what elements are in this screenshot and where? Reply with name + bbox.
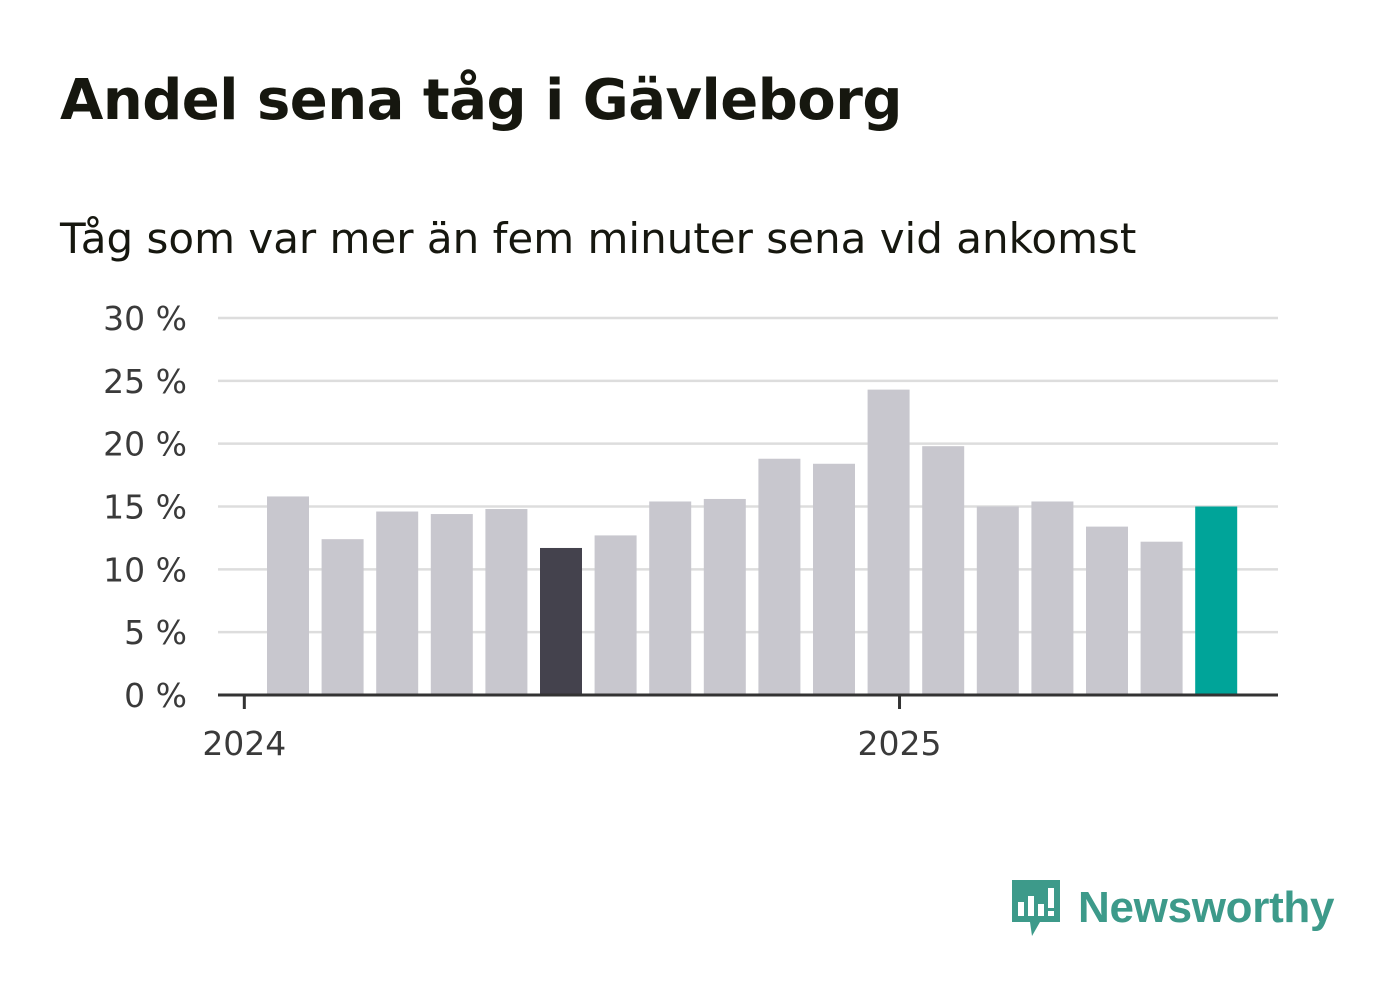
y-tick-label: 15 % xyxy=(103,488,187,527)
bar xyxy=(867,389,910,695)
brand-name: Newsworthy xyxy=(1078,883,1335,932)
bar xyxy=(485,509,528,695)
x-axis: 2024 2025 xyxy=(202,693,1278,763)
y-tick-label: 20 % xyxy=(103,425,187,464)
bar xyxy=(540,547,582,695)
y-tick-label: 30 % xyxy=(103,299,187,338)
bar xyxy=(813,463,855,695)
bar xyxy=(1031,501,1074,695)
bar xyxy=(321,539,364,695)
y-tick-label: 5 % xyxy=(124,613,187,652)
bar xyxy=(976,506,1019,695)
chart-subtitle: Tåg som var mer än fem minuter sena vid … xyxy=(60,214,1137,263)
y-axis-ticks: 0 % 5 % 10 % 15 % 20 % 25 % 30 % xyxy=(103,299,187,715)
chart-title: Andel sena tåg i Gävleborg xyxy=(60,68,902,133)
bar xyxy=(430,514,473,695)
y-tick-label: 0 % xyxy=(124,676,187,715)
bar xyxy=(649,501,692,695)
brand-logo: Newsworthy xyxy=(1010,878,1334,938)
bars xyxy=(267,389,1238,695)
y-tick-label: 10 % xyxy=(103,550,187,589)
bar xyxy=(922,446,965,695)
x-tick-label: 2025 xyxy=(858,724,942,763)
bar xyxy=(1195,506,1238,695)
x-tick-label: 2024 xyxy=(202,724,286,763)
bar xyxy=(758,458,801,695)
bar-chart: 0 % 5 % 10 % 15 % 20 % 25 % 30 % 2024 2025 xyxy=(103,299,1278,763)
bar xyxy=(267,496,309,695)
y-tick-label: 25 % xyxy=(103,362,187,401)
bar xyxy=(376,511,419,695)
bar xyxy=(703,498,746,695)
bar xyxy=(594,535,637,695)
bar xyxy=(1140,541,1183,695)
bar xyxy=(1086,526,1128,695)
newsworthy-logo-icon xyxy=(1012,880,1060,936)
